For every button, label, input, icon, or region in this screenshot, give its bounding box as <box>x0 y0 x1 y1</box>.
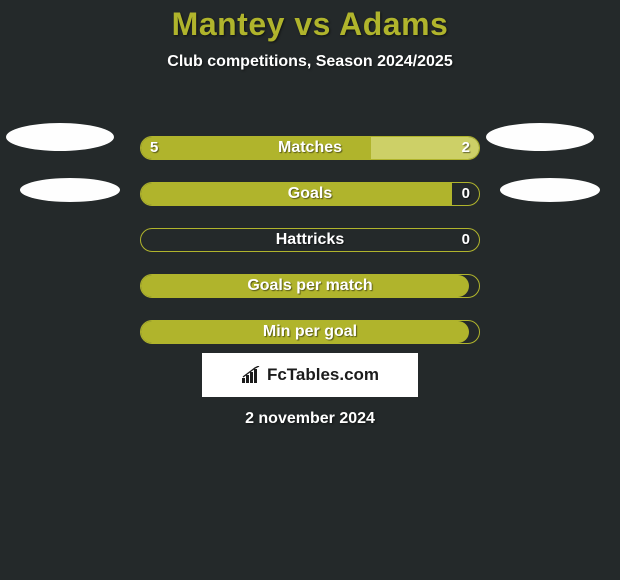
subtitle: Club competitions, Season 2024/2025 <box>0 53 620 71</box>
stat-label: Min per goal <box>140 320 480 344</box>
stat-row: Hattricks0 <box>0 217 620 263</box>
stat-label: Matches <box>140 136 480 160</box>
stat-value-right: 0 <box>462 228 470 252</box>
stat-row: Goals0 <box>0 171 620 217</box>
stat-row: Min per goal <box>0 309 620 355</box>
stat-value-right: 0 <box>462 182 470 206</box>
stat-label: Hattricks <box>140 228 480 252</box>
snapshot-date: 2 november 2024 <box>0 410 620 428</box>
brand-badge: FcTables.com <box>202 353 418 397</box>
stats-rows: Matches52Goals0Hattricks0Goals per match… <box>0 125 620 355</box>
bar-chart-icon <box>241 366 263 384</box>
stat-label: Goals per match <box>140 274 480 298</box>
stat-value-right: 2 <box>462 136 470 160</box>
stat-row: Goals per match <box>0 263 620 309</box>
stat-label: Goals <box>140 182 480 206</box>
brand-text: FcTables.com <box>267 365 379 385</box>
stat-value-left: 5 <box>150 136 158 160</box>
page-title: Mantey vs Adams <box>0 0 620 43</box>
comparison-infographic: Mantey vs Adams Club competitions, Seaso… <box>0 0 620 580</box>
stat-row: Matches5 2 <box>0 125 620 171</box>
